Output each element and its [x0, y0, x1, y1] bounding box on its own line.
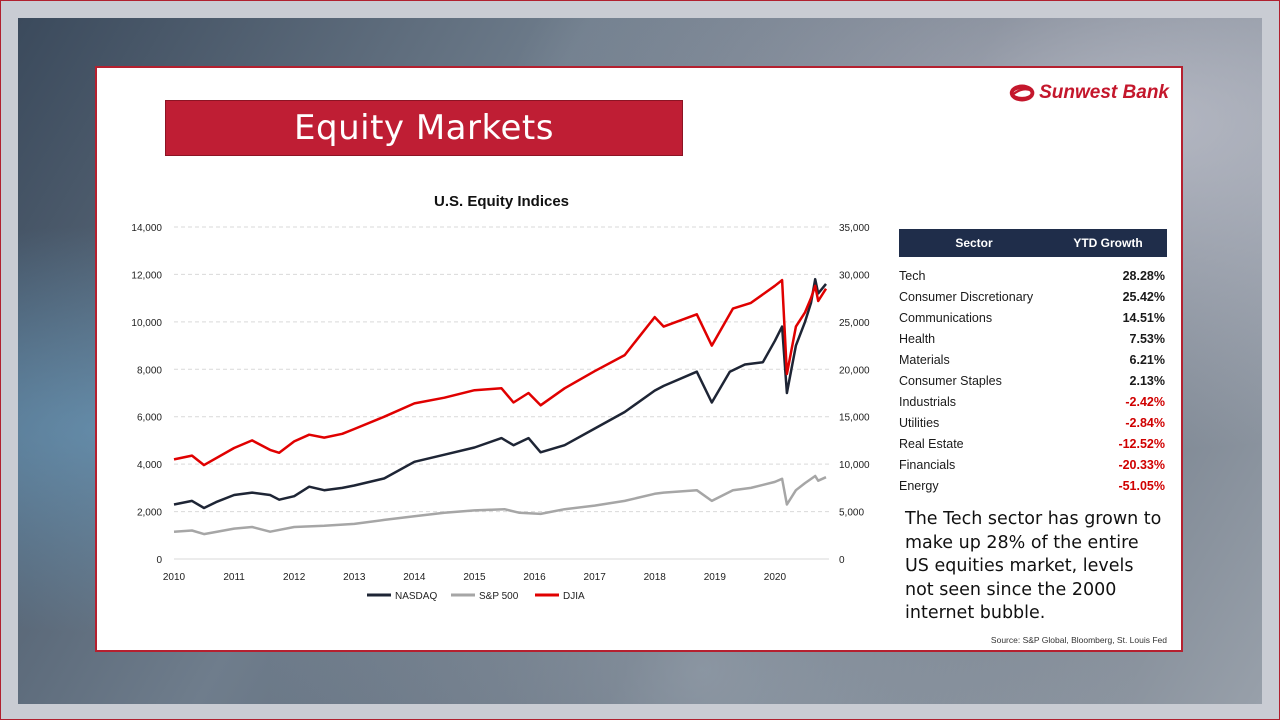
equity-indices-chart: U.S. Equity Indices 0 2,000 4,000 6,000 8,000… — [131, 193, 870, 602]
y-right-tick-label: 10,000 — [839, 460, 870, 471]
y-right-tick-label: 0 — [839, 555, 845, 566]
y-right-tick-label: 15,000 — [839, 413, 870, 424]
x-tick-label: 2015 — [463, 572, 486, 583]
table-row: Financials -20.33% — [899, 454, 1167, 475]
y-left-tick-label: 6,000 — [137, 413, 162, 424]
sector-name: Real Estate — [899, 436, 964, 451]
sunwest-bank-logo: Sunwest Bank — [1009, 78, 1169, 108]
table-row: Utilities -2.84% — [899, 412, 1167, 433]
x-tick-label: 2019 — [704, 572, 727, 583]
x-tick-label: 2014 — [403, 572, 426, 583]
title-banner: Equity Markets — [165, 100, 683, 156]
y-left-tick-label: 8,000 — [137, 365, 162, 376]
y-left-tick-label: 4,000 — [137, 460, 162, 471]
table-row: Health 7.53% — [899, 328, 1167, 349]
sector-name: Communications — [899, 310, 993, 325]
x-tick-label: 2018 — [644, 572, 667, 583]
header-sector: Sector — [955, 236, 993, 250]
sector-growth: 14.51% — [1122, 310, 1165, 325]
sector-growth: 25.42% — [1122, 289, 1165, 304]
swoosh-icon — [1009, 84, 1035, 102]
table-row: Communications 14.51% — [899, 307, 1167, 328]
table-header: Sector YTD Growth — [899, 229, 1167, 257]
sector-table: Sector YTD Growth Tech 28.28% Consumer Dis… — [899, 229, 1167, 496]
slide: Equity Markets Sunwest Bank U.S. Equity … — [95, 66, 1183, 652]
table-row: Energy -51.05% — [899, 475, 1167, 496]
sector-name: Materials — [899, 352, 950, 367]
sector-growth: 2.13% — [1129, 373, 1165, 388]
legend-label: S&P 500 — [479, 591, 519, 602]
source-note: Source: S&P Global, Bloomberg, St. Louis… — [990, 635, 1167, 645]
y-right-tick-label: 35,000 — [839, 223, 870, 234]
table-body: Tech 28.28% Consumer Discretionary 25.42% Co… — [899, 265, 1167, 496]
series-line-nasdaq — [173, 277, 827, 510]
x-tick-label: 2010 — [163, 572, 186, 583]
sector-growth: -20.33% — [1118, 457, 1165, 472]
header-ytd-growth: YTD Growth — [1073, 236, 1143, 250]
x-tick-label: 2011 — [223, 572, 245, 583]
y-right-tick-label: 30,000 — [839, 270, 870, 281]
table-row: Industrials -2.42% — [899, 391, 1167, 412]
x-tick-label: 2016 — [523, 572, 546, 583]
x-tick-label: 2017 — [584, 572, 607, 583]
sector-name: Financials — [899, 457, 956, 472]
sector-name: Health — [899, 331, 936, 346]
table-row: Materials 6.21% — [899, 349, 1167, 370]
legend-label: NASDAQ — [395, 591, 437, 602]
sector-name: Utilities — [899, 415, 940, 430]
x-tick-label: 2012 — [283, 572, 306, 583]
y-right-tick-label: 25,000 — [839, 318, 870, 329]
sector-name: Energy — [899, 478, 939, 493]
x-tick-label: 2013 — [343, 572, 366, 583]
chart-title: U.S. Equity Indices — [434, 193, 569, 210]
y-left-tick-label: 14,000 — [131, 223, 162, 234]
legend-label: DJIA — [563, 591, 585, 602]
sector-growth: 28.28% — [1122, 268, 1165, 283]
sector-name: Consumer Staples — [899, 373, 1002, 388]
commentary-text: The Tech sector has grown to make up 28%… — [905, 509, 1162, 623]
sector-name: Tech — [899, 268, 926, 283]
table-row: Real Estate -12.52% — [899, 433, 1167, 454]
table-row: Consumer Discretionary 25.42% — [899, 286, 1167, 307]
sector-growth: -2.84% — [1125, 415, 1165, 430]
page-title: Equity Markets — [294, 108, 554, 148]
sector-growth: -2.42% — [1125, 394, 1165, 409]
y-left-tick-label: 0 — [156, 555, 162, 566]
series-line-s-p-500 — [173, 474, 827, 536]
y-right-tick-label: 5,000 — [839, 508, 864, 519]
sector-growth: -12.52% — [1118, 436, 1165, 451]
table-row: Consumer Staples 2.13% — [899, 370, 1167, 391]
sector-growth: -51.05% — [1118, 478, 1165, 493]
sector-name: Industrials — [899, 394, 956, 409]
y-left-tick-label: 10,000 — [131, 318, 162, 329]
y-right-tick-label: 20,000 — [839, 365, 870, 376]
y-left-tick-label: 12,000 — [131, 270, 162, 281]
sector-growth: 7.53% — [1129, 331, 1165, 346]
logo-text: Sunwest Bank — [1039, 82, 1169, 103]
x-tick-label: 2020 — [764, 572, 787, 583]
table-row: Tech 28.28% — [899, 265, 1167, 286]
y-left-tick-label: 2,000 — [137, 508, 162, 519]
sector-growth: 6.21% — [1129, 352, 1165, 367]
series-line-djia — [173, 278, 828, 467]
sector-name: Consumer Discretionary — [899, 289, 1034, 304]
